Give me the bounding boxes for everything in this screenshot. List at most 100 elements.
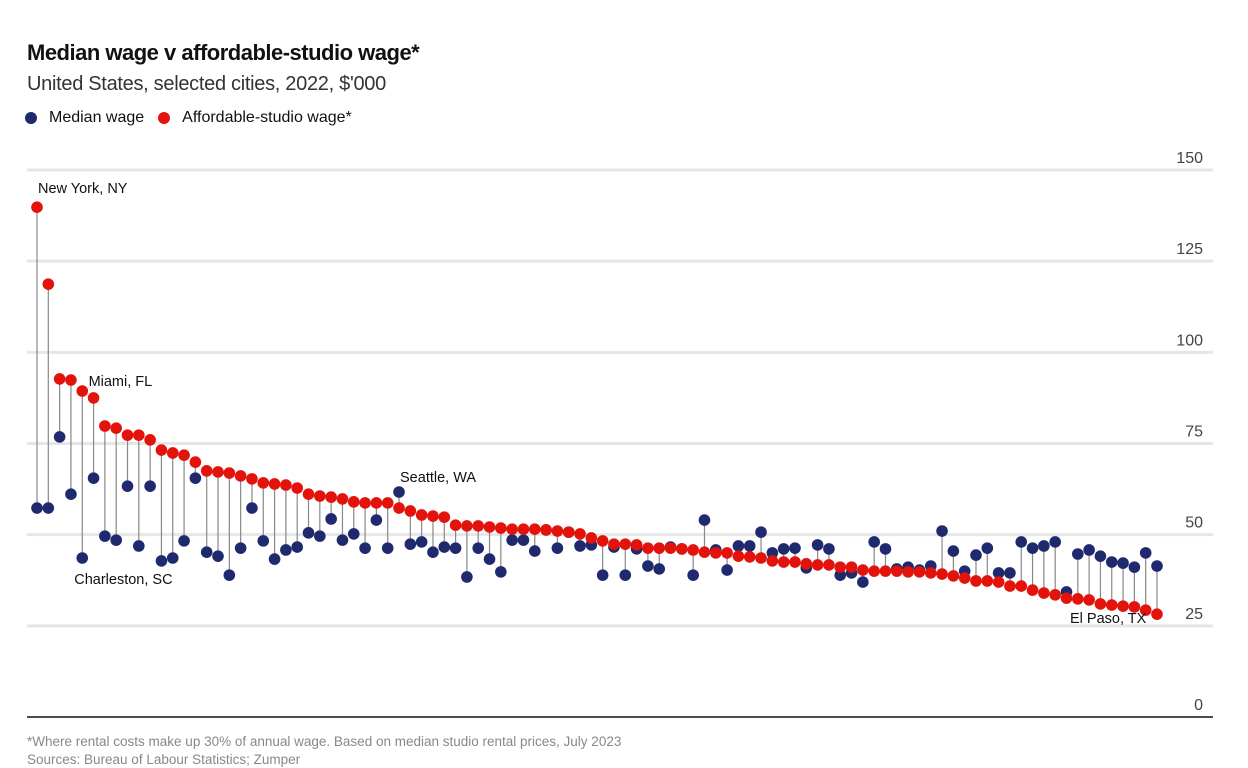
affordable-wage-point — [461, 520, 473, 532]
affordable-wage-point — [415, 509, 428, 521]
affordable-wage-point — [506, 523, 518, 535]
median-wage-point — [732, 540, 745, 552]
median-wage-point — [1128, 561, 1141, 573]
affordable-wage-point — [585, 532, 598, 544]
median-wage-point — [234, 542, 247, 554]
median-wage-point — [31, 502, 43, 514]
affordable-wage-point — [709, 547, 722, 559]
affordable-wage-point — [766, 555, 779, 567]
affordable-wage-point — [178, 449, 190, 461]
affordable-wage-point — [166, 447, 179, 459]
median-wage-point — [359, 542, 371, 554]
y-tick-label: 150 — [1176, 150, 1203, 167]
affordable-wage-point — [65, 374, 77, 386]
affordable-wage-point — [562, 526, 575, 538]
legend-affordable-label: Affordable-studio wage* — [182, 109, 352, 126]
affordable-wage-point — [1004, 580, 1016, 592]
median-wage-point — [223, 569, 236, 581]
affordable-wage-point — [517, 523, 530, 535]
median-wage-point — [87, 472, 100, 484]
median-wage-point — [755, 526, 767, 538]
affordable-wage-point — [404, 505, 417, 517]
affordable-wage-point — [246, 473, 258, 485]
median-wage-point — [370, 514, 383, 526]
affordable-wage-point — [664, 542, 677, 554]
median-wage-point — [1094, 550, 1107, 562]
median-wage-point — [144, 480, 156, 492]
chart-subtitle: United States, selected cities, 2022, $'… — [27, 73, 386, 95]
median-wage-point — [189, 472, 202, 484]
affordable-wage-point — [970, 575, 982, 587]
affordable-wage-point — [1049, 589, 1061, 601]
median-wage-point — [506, 534, 518, 546]
affordable-wage-point — [743, 551, 756, 563]
median-wage-point — [834, 569, 847, 581]
affordable-wage-point — [483, 521, 496, 533]
median-wage-point — [619, 569, 632, 581]
median-wage-point — [1026, 542, 1039, 554]
affordable-wage-point — [257, 477, 270, 489]
affordable-wage-point — [992, 576, 1005, 588]
median-wage-point — [1038, 540, 1050, 552]
median-wage-point — [472, 542, 485, 554]
affordable-wage-point — [1105, 599, 1118, 611]
median-wage-point — [811, 539, 824, 551]
affordable-wage-point — [144, 434, 156, 446]
median-wage-point — [823, 543, 835, 555]
affordable-wage-point — [121, 429, 134, 441]
affordable-wage-point — [1083, 594, 1095, 606]
affordable-wage-point — [87, 392, 100, 404]
median-wage-point — [551, 542, 564, 554]
y-tick-label: 50 — [1185, 515, 1203, 532]
affordable-wage-point — [755, 552, 767, 564]
affordable-wage-point — [1128, 601, 1141, 613]
affordable-wage-point — [890, 565, 903, 577]
affordable-wage-point — [268, 478, 281, 490]
median-wage-point — [200, 546, 213, 558]
affordable-wage-point — [721, 547, 733, 559]
legend-median-label: Median wage — [49, 109, 145, 126]
affordable-wage-point — [1117, 600, 1129, 612]
affordable-wage-point — [1072, 593, 1084, 605]
median-wage-point — [992, 567, 1005, 579]
affordable-wage-point — [777, 556, 790, 568]
affordable-wage-point — [189, 456, 202, 468]
affordable-wage-point — [370, 497, 383, 509]
median-wage-point — [280, 544, 292, 556]
legend-median-marker — [25, 112, 37, 124]
affordable-wage-point — [495, 522, 507, 534]
median-wage-point — [212, 550, 224, 562]
affordable-wage-point — [642, 542, 654, 554]
affordable-wage-point — [845, 561, 858, 573]
affordable-wage-point — [811, 559, 824, 571]
affordable-wage-point — [472, 520, 485, 532]
affordable-wage-point — [449, 519, 462, 531]
affordable-wage-point — [1015, 580, 1028, 592]
affordable-wage-point — [1026, 584, 1039, 596]
median-wage-point — [53, 431, 66, 443]
affordable-wage-point — [234, 470, 247, 482]
affordable-wage-point — [1094, 598, 1107, 610]
affordable-wage-point — [438, 511, 451, 523]
affordable-wage-point — [936, 568, 948, 580]
affordable-wage-point — [800, 558, 813, 570]
median-wage-point — [336, 534, 349, 546]
affordable-wage-point — [789, 556, 801, 568]
median-wage-point — [528, 545, 541, 557]
affordable-wage-point — [902, 566, 914, 578]
y-tick-label: 75 — [1185, 424, 1203, 441]
median-wage-point — [879, 543, 892, 555]
affordable-wage-point — [31, 201, 43, 213]
median-wage-point — [596, 569, 609, 581]
median-wage-point — [721, 564, 733, 576]
median-wage-point — [653, 563, 666, 575]
median-wage-point — [1083, 544, 1095, 556]
affordable-wage-point — [608, 538, 620, 550]
median-wage-point — [936, 525, 948, 537]
affordable-wage-point — [868, 565, 880, 577]
legend-affordable-marker — [158, 112, 171, 124]
median-wage-point — [1139, 547, 1152, 559]
affordable-wage-point — [314, 490, 326, 502]
median-wage-point — [483, 553, 496, 565]
median-wage-point — [427, 546, 439, 558]
